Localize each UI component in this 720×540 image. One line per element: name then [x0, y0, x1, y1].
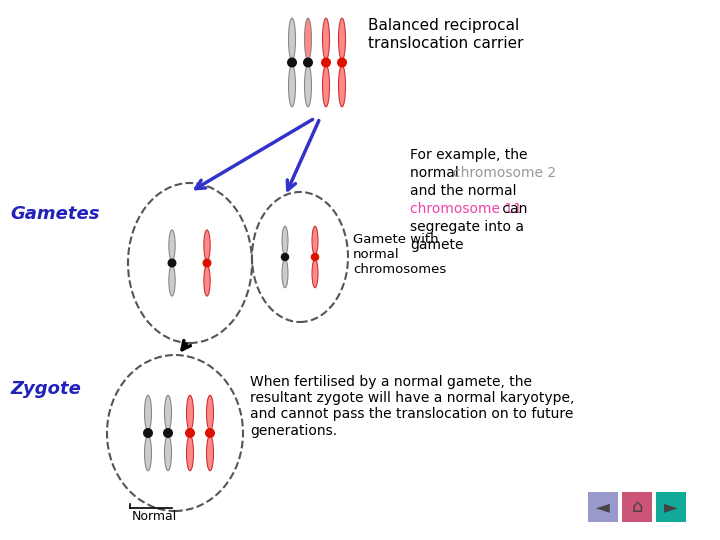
- Text: and the normal: and the normal: [410, 184, 516, 198]
- Ellipse shape: [164, 395, 171, 430]
- Text: Balanced reciprocal: Balanced reciprocal: [368, 18, 519, 33]
- Ellipse shape: [169, 265, 175, 296]
- Text: chromosome 11: chromosome 11: [410, 202, 522, 216]
- Ellipse shape: [289, 18, 295, 60]
- Text: normal: normal: [410, 166, 463, 180]
- Circle shape: [321, 57, 331, 68]
- Circle shape: [311, 253, 319, 261]
- Text: ⌂: ⌂: [631, 498, 643, 516]
- Text: ◄: ◄: [596, 498, 610, 516]
- Ellipse shape: [305, 18, 312, 60]
- Ellipse shape: [323, 65, 330, 107]
- Ellipse shape: [145, 395, 151, 430]
- Circle shape: [168, 259, 176, 267]
- Text: gamete: gamete: [410, 238, 464, 252]
- Circle shape: [287, 57, 297, 68]
- Circle shape: [303, 57, 313, 68]
- Ellipse shape: [312, 259, 318, 288]
- Circle shape: [337, 57, 347, 68]
- Text: Normal: Normal: [132, 510, 177, 523]
- Ellipse shape: [338, 65, 346, 107]
- Ellipse shape: [312, 226, 318, 255]
- Circle shape: [163, 428, 173, 438]
- Text: Gamete with
normal
chromosomes: Gamete with normal chromosomes: [353, 233, 446, 276]
- Ellipse shape: [207, 395, 214, 430]
- Circle shape: [281, 253, 289, 261]
- Text: Gametes: Gametes: [10, 205, 99, 223]
- Ellipse shape: [169, 230, 175, 261]
- Ellipse shape: [323, 18, 330, 60]
- Circle shape: [185, 428, 195, 438]
- Ellipse shape: [338, 18, 346, 60]
- Text: For example, the: For example, the: [410, 148, 528, 162]
- Bar: [622, 492, 652, 522]
- Ellipse shape: [186, 395, 194, 430]
- Ellipse shape: [305, 65, 312, 107]
- Ellipse shape: [289, 65, 295, 107]
- Text: translocation carrier: translocation carrier: [368, 36, 523, 51]
- Text: Zygote: Zygote: [10, 380, 81, 398]
- Ellipse shape: [164, 435, 171, 471]
- Ellipse shape: [282, 226, 288, 255]
- Bar: [588, 492, 618, 522]
- Ellipse shape: [207, 435, 214, 471]
- Text: chromosome 2: chromosome 2: [453, 166, 556, 180]
- Ellipse shape: [282, 259, 288, 288]
- Circle shape: [205, 428, 215, 438]
- Text: When fertilised by a normal gamete, the
resultant zygote will have a normal kary: When fertilised by a normal gamete, the …: [250, 375, 575, 437]
- Bar: [656, 492, 686, 522]
- Text: segregate into a: segregate into a: [410, 220, 524, 234]
- Ellipse shape: [204, 230, 210, 261]
- Ellipse shape: [145, 435, 151, 471]
- Ellipse shape: [204, 265, 210, 296]
- Text: can: can: [498, 202, 527, 216]
- Circle shape: [143, 428, 153, 438]
- Text: ►: ►: [664, 498, 678, 516]
- Ellipse shape: [186, 435, 194, 471]
- Circle shape: [202, 259, 212, 267]
